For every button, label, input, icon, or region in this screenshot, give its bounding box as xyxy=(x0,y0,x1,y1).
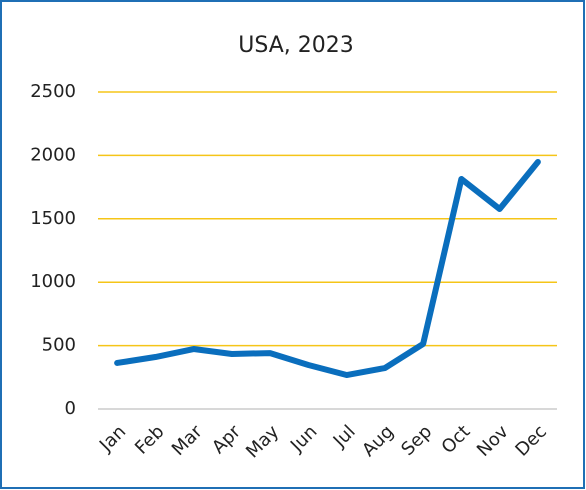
x-tick-label: Dec xyxy=(511,421,550,460)
x-tick-label: Mar xyxy=(168,421,207,460)
y-tick-label: 1500 xyxy=(30,208,76,229)
y-tick-label: 2000 xyxy=(30,144,76,165)
y-tick-label: 2500 xyxy=(30,81,76,102)
y-tick-label: 1000 xyxy=(30,271,76,292)
y-tick-label: 0 xyxy=(65,398,76,419)
x-tick-label: Oct xyxy=(438,421,475,458)
line xyxy=(114,158,541,379)
x-tick-label: Jan xyxy=(95,421,130,456)
x-tick-label: Aug xyxy=(358,421,398,461)
y-tick-label: 500 xyxy=(42,335,76,356)
x-tick-label: Jul xyxy=(329,421,360,452)
x-tick-label: Sep xyxy=(397,421,436,460)
x-tick-label: Jun xyxy=(286,421,321,456)
x-tick-label: Apr xyxy=(208,421,245,458)
chart-title: USA, 2023 xyxy=(238,33,354,58)
x-tick-label: Feb xyxy=(131,421,168,458)
x-tick-label: Nov xyxy=(473,421,513,461)
x-tick-label: May xyxy=(242,421,283,462)
